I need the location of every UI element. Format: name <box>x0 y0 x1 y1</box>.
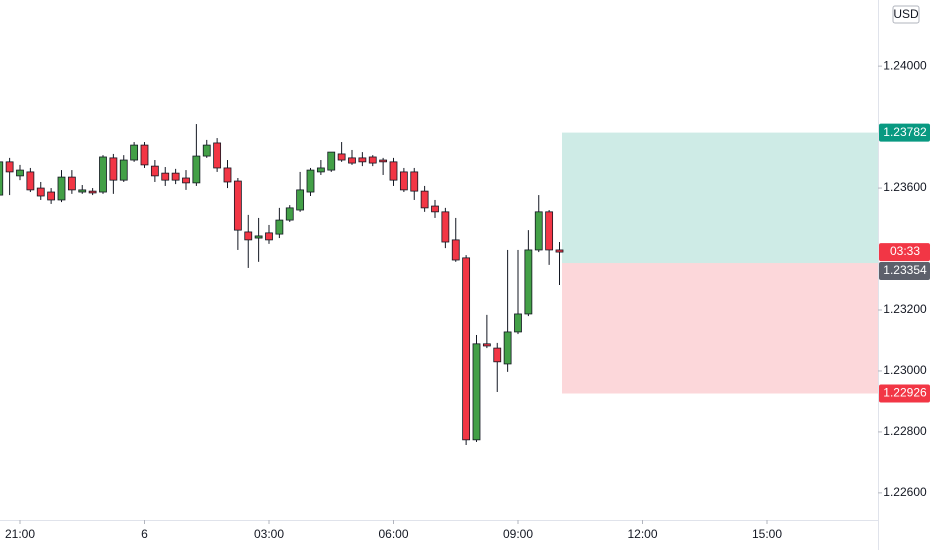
candle-body <box>348 157 356 164</box>
candle-body <box>534 211 543 251</box>
entry-label: 1.23354 <box>883 263 927 277</box>
candle-body <box>514 313 522 333</box>
candle-body <box>223 167 232 183</box>
candle-body <box>545 211 554 251</box>
candle-body <box>275 219 284 235</box>
candle-body <box>420 190 429 209</box>
candle-body <box>410 171 419 192</box>
candle-body <box>254 235 263 239</box>
stop-loss-box <box>879 384 930 403</box>
candle-body <box>213 142 222 169</box>
y-tick-label: 1.22800 <box>883 424 927 438</box>
candle-body <box>441 211 450 243</box>
candle-body <box>431 205 439 213</box>
candle-body <box>285 207 294 221</box>
candle-body <box>171 172 180 181</box>
candle-body <box>150 165 159 177</box>
y-tick-label: 1.23000 <box>883 363 927 377</box>
candle-body <box>192 155 201 184</box>
candle-body <box>57 176 66 201</box>
candle-body <box>358 157 367 163</box>
profit-zone <box>562 132 878 264</box>
candle-body <box>140 144 149 166</box>
candle-body <box>493 347 502 363</box>
candle-body <box>161 172 170 181</box>
current-price-label: 03:33 <box>890 244 920 258</box>
currency-box[interactable] <box>892 5 920 24</box>
candle-body <box>327 151 336 171</box>
take-profit-box <box>879 123 930 142</box>
y-tick-label: 1.23600 <box>883 180 927 194</box>
x-tick-label: 21:00 <box>5 527 35 541</box>
stop-loss-label: 1.22926 <box>883 386 927 400</box>
y-tick-label: 1.23200 <box>883 302 927 316</box>
candle-body <box>202 144 211 157</box>
take-profit-label: 1.23782 <box>883 125 927 139</box>
candle-body <box>472 343 481 441</box>
candle-body <box>462 257 471 441</box>
y-tick-label: 1.22600 <box>883 485 927 499</box>
candle-body <box>0 161 4 196</box>
candle-body <box>306 169 315 193</box>
candle-body <box>99 156 107 193</box>
loss-zone <box>562 263 878 394</box>
candle-body <box>524 249 533 315</box>
candle-body <box>503 331 512 365</box>
candle-body <box>337 153 346 161</box>
candle-body <box>26 171 35 191</box>
candle-body <box>368 156 377 164</box>
candle-body <box>47 191 56 201</box>
candle-body <box>451 239 460 261</box>
current-price-box <box>879 243 930 262</box>
candle-body <box>399 171 408 191</box>
candle-body <box>316 167 325 173</box>
x-tick-label: 6 <box>141 527 148 541</box>
candle-body <box>482 343 491 347</box>
candle-body <box>67 176 76 191</box>
candle-body <box>130 144 139 161</box>
x-tick-label: 06:00 <box>378 527 408 541</box>
candle-body <box>555 249 564 253</box>
candle-body <box>119 159 128 181</box>
entry-box <box>879 262 930 281</box>
candle-body <box>233 180 242 231</box>
x-tick-label: 15:00 <box>752 527 782 541</box>
candle-body <box>88 190 97 194</box>
y-tick-label: 1.24000 <box>883 58 927 72</box>
candle-body <box>244 231 253 241</box>
candle-body <box>78 189 87 193</box>
candle-body <box>16 169 24 177</box>
x-tick-label: 09:00 <box>503 527 533 541</box>
candle-body <box>389 161 398 181</box>
candle-body <box>36 187 45 197</box>
currency-label[interactable]: USD <box>893 7 919 21</box>
candle-body <box>5 161 14 173</box>
x-tick-label: 03:00 <box>254 527 284 541</box>
candle-body <box>109 157 118 181</box>
x-tick-label: 12:00 <box>627 527 657 541</box>
candle-body <box>182 177 190 184</box>
candle-body <box>265 232 273 241</box>
candle-body <box>379 159 388 163</box>
candle-body <box>296 189 305 211</box>
